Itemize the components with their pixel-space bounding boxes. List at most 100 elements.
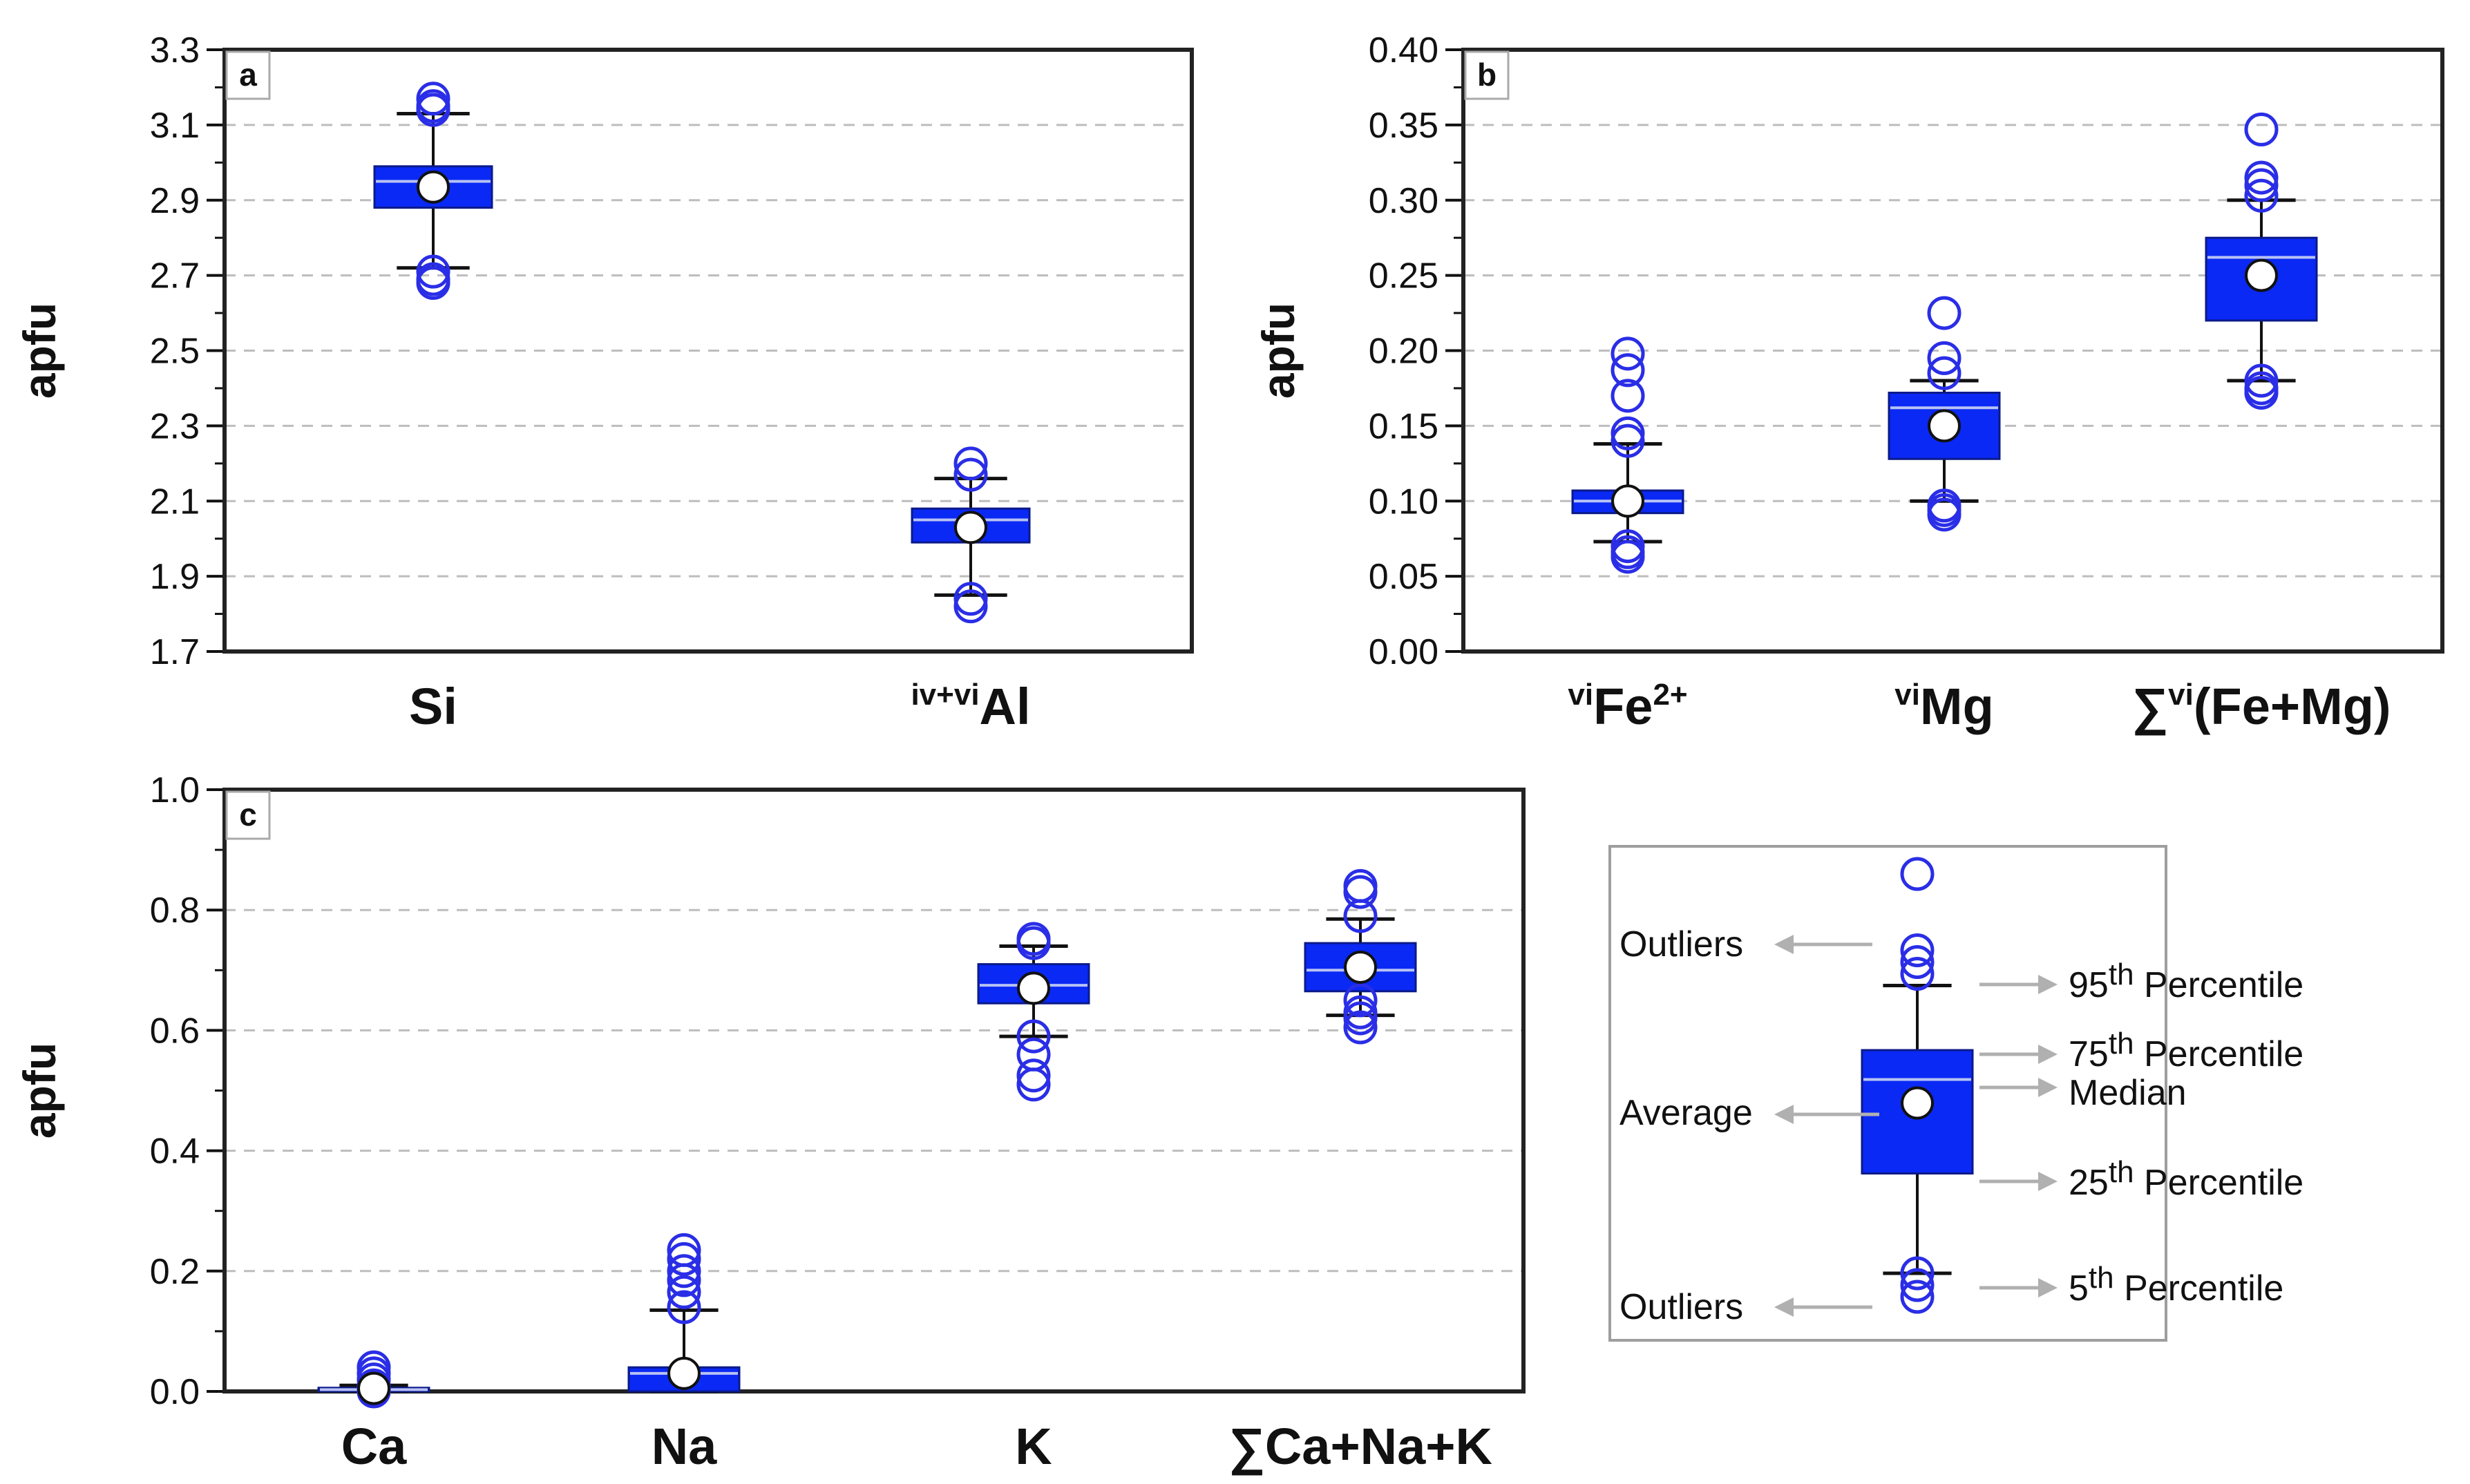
box-0-mean-marker (417, 170, 450, 204)
box-2-outlier (2244, 178, 2279, 213)
y-tick-label: 0.00 (1369, 632, 1438, 672)
box-1-outlier (1927, 296, 1961, 330)
legend-outliers-top-label: Outliers (1619, 924, 1743, 964)
y-tick-label: 1.0 (150, 770, 200, 810)
y-tick-label: 2.1 (150, 482, 200, 522)
legend-arrow-median (1979, 1078, 2058, 1097)
panel-tag-box (225, 50, 271, 100)
box-2-outlier (1016, 1019, 1051, 1054)
legend-arrow-outliers-bottom (1774, 1297, 1872, 1317)
legend-median-label: Median (2069, 1073, 2187, 1113)
y-tick-label: 1.7 (150, 632, 200, 672)
box-0-mean-marker (357, 1371, 390, 1405)
plot-frame (1461, 48, 2444, 654)
legend-p25-label: 25th Percentile (2069, 1155, 2303, 1203)
category-main: Si (409, 678, 457, 735)
y-tick-label: 0.6 (150, 1011, 200, 1051)
box-0-mean-marker (1611, 484, 1644, 518)
y-axis-label: apfu (1253, 303, 1304, 399)
panel-tag-label: a (239, 57, 257, 93)
box-1-outlier (667, 1290, 701, 1324)
y-tick-label: 0.4 (150, 1132, 200, 1172)
box-0-outlier (1611, 424, 1645, 458)
category-main: Mg (1920, 678, 1994, 735)
box-1-outlier (953, 457, 988, 492)
category-superscript: iv+vi (911, 678, 979, 712)
category-prefix: ∑ (2131, 678, 2168, 736)
y-tick-label: 0.10 (1369, 482, 1438, 522)
box-0-outlier (416, 93, 450, 127)
box-1-outlier (667, 1254, 701, 1288)
y-tick-label: 2.5 (150, 332, 200, 372)
box-0-outlier (416, 82, 450, 116)
box-3-outlier (1343, 1010, 1378, 1045)
legend-p95-label: 95th Percentile (2069, 958, 2303, 1005)
box-1-outlier (1927, 356, 1961, 390)
y-tick-label: 0.8 (150, 891, 200, 931)
y-tick-label: 0.2 (150, 1252, 200, 1292)
panel-b: 0.00 0.05 0.10 0.15 0.20 0.25 0.30 0.35 0.40 b apf… (1253, 30, 2444, 736)
box-3-outlier (1343, 899, 1378, 933)
legend-outliers-bottom-label: Outliers (1619, 1287, 1743, 1327)
box-1-mean-marker (667, 1356, 701, 1390)
category-main: Ca (341, 1418, 407, 1475)
box-2-outlier (2244, 160, 2279, 195)
y-tick-label: 0.25 (1369, 256, 1438, 296)
box-1-outlier (953, 589, 988, 624)
box-2-outlier (2244, 363, 2279, 398)
legend-box-mean-marker (1901, 1086, 1934, 1120)
y-axis-label: apfu (14, 303, 65, 399)
box-0-outlier (1611, 416, 1645, 450)
legend-panel: Outliers Average Outliers (1608, 845, 2303, 1342)
category-label: Na (652, 1418, 717, 1475)
y-tick-label: 3.1 (150, 106, 200, 146)
box-1-outlier (1927, 497, 1961, 532)
panel-tag-box (1464, 50, 1510, 100)
category-main: Ca+Na+K (1265, 1418, 1492, 1475)
category-label: iv+viAl (911, 678, 1030, 735)
panel-tag-box (225, 790, 271, 840)
y-axis-label: apfu (14, 1043, 65, 1139)
box-1-outlier (953, 446, 988, 481)
y-tick-label: 0.40 (1369, 30, 1438, 70)
y-tick-label: 2.9 (150, 181, 200, 221)
box-1-outlier (667, 1242, 701, 1276)
legend-average-label: Average (1619, 1093, 1753, 1133)
category-main: Na (652, 1418, 717, 1475)
legend-arrow-p75 (1979, 1045, 2058, 1064)
plot-frame (222, 48, 1194, 654)
category-superscript: vi (1568, 678, 1593, 712)
panel-a: 1.7 1.9 2.1 2.3 2.5 2.7 2.9 3.1 3.3 a apfu Si iv+viA… (14, 30, 1194, 735)
box-1-outlier (1927, 341, 1961, 375)
box-2-outlier (1016, 1058, 1051, 1093)
y-tick-label: 1.9 (150, 557, 200, 597)
category-main: (Fe+Mg) (2194, 678, 2391, 735)
y-tick-label: 0.35 (1369, 106, 1438, 146)
category-label: ∑vi(Fe+Mg) (2131, 678, 2391, 736)
box-3-outlier (1343, 875, 1378, 909)
box-2-mean-marker (2245, 258, 2278, 292)
category-superscript-after: 2+ (1653, 678, 1687, 712)
box-2-outlier (2244, 375, 2279, 410)
panel-tag-label: b (1477, 57, 1497, 93)
legend-box-outlier (1900, 857, 1935, 891)
box-3-outlier (1343, 983, 1378, 1018)
box-2-outlier (1016, 1067, 1051, 1102)
category-prefix: ∑ (1228, 1418, 1265, 1476)
category-label: viFe2+ (1568, 678, 1687, 735)
legend-p75-label: 75th Percentile (2069, 1027, 2303, 1074)
y-tick-label: 0.0 (150, 1372, 200, 1412)
category-superscript: vi (2168, 678, 2194, 712)
box-1-outlier (667, 1263, 701, 1297)
box-0-outlier (416, 254, 450, 289)
box-1-outlier (953, 582, 988, 616)
y-tick-label: 0.05 (1369, 557, 1438, 597)
y-tick-label: 3.3 (150, 30, 200, 70)
box-1-mean-marker (1928, 409, 1961, 443)
box-1-mean-marker (954, 511, 987, 544)
legend-box-outlier (1900, 1256, 1935, 1291)
category-label: viMg (1894, 678, 1994, 735)
panel-c: 0.0 0.2 0.4 0.6 0.8 1.0 c apfu Ca Na K ∑Ca+Na+K (14, 770, 1526, 1476)
y-tick-label: 2.3 (150, 406, 200, 446)
